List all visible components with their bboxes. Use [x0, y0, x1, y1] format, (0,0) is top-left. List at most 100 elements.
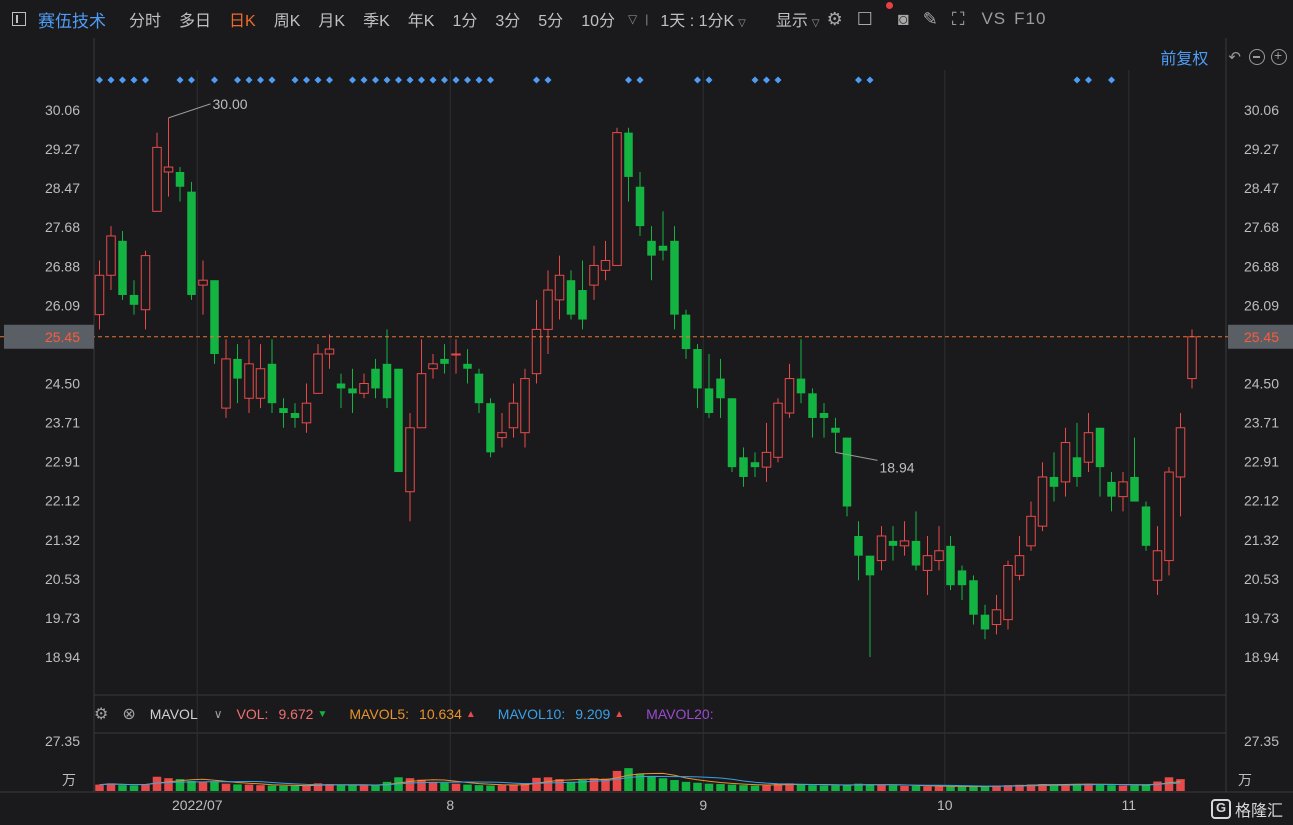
y-tick-label-right: 28.47 [1244, 180, 1279, 196]
candle-body [486, 403, 495, 453]
volume-axis-top-left: 27.35 [45, 733, 80, 749]
stock-name[interactable]: 赛伍技术 [38, 11, 106, 31]
y-tick-label-right: 30.06 [1244, 102, 1279, 118]
volume-bar [1153, 781, 1162, 791]
undo-icon[interactable]: ↶ [1228, 49, 1241, 66]
y-tick-label-right: 27.68 [1244, 219, 1279, 235]
x-tick-label: 9 [699, 797, 707, 813]
signal-marker [326, 76, 333, 84]
y-tick-label-left: 30.06 [45, 102, 80, 118]
volume-bar [877, 785, 886, 791]
signal-marker [866, 76, 874, 84]
signal-marker [441, 76, 448, 84]
y-tick-label-left: 29.27 [45, 141, 80, 157]
camera-icon[interactable]: ◙ [897, 8, 909, 29]
candle-body [255, 368, 266, 399]
zoom-out-icon[interactable] [1249, 49, 1265, 65]
signal-marker [211, 76, 218, 84]
adjust-select[interactable]: 前复权 [1160, 51, 1209, 68]
candle-body [819, 413, 829, 418]
candle-body [129, 294, 139, 305]
y-tick-label-right: 29.27 [1244, 141, 1279, 157]
ma5-dir: ▲ [465, 708, 476, 720]
zoom-in-icon[interactable] [1271, 47, 1287, 65]
tab-1min[interactable]: 1分 [452, 13, 478, 30]
pencil-icon[interactable]: ✎ [922, 8, 938, 29]
volume-bar [336, 785, 346, 791]
candle-body [1152, 550, 1163, 581]
fullscreen-icon[interactable]: ⛶ [951, 8, 965, 29]
sidebar-toggle-icon[interactable] [12, 12, 26, 26]
f10-button[interactable]: F10 [1014, 9, 1047, 28]
volume-bar [509, 784, 518, 791]
candle-body [589, 264, 599, 286]
period-select[interactable]: 1天 : 1分K ▽ [660, 13, 746, 30]
volume-bar [129, 785, 139, 791]
volume-bar [785, 783, 794, 791]
candle-body [140, 255, 151, 311]
candle-body [163, 166, 174, 173]
y-tick-label-right: 22.12 [1244, 493, 1279, 509]
tab-quarterly-k[interactable]: 季K [363, 13, 390, 30]
candle-body [693, 349, 702, 389]
tab-5min[interactable]: 5分 [538, 13, 564, 30]
y-tick-label-right: 20.53 [1244, 571, 1279, 587]
volume-bar [1049, 784, 1059, 791]
volume-bar [118, 785, 127, 791]
candle-body [336, 383, 346, 389]
candle-body [865, 555, 875, 576]
signal-marker [349, 76, 356, 84]
y-tick-label-left: 20.53 [45, 571, 80, 587]
low-annotation-line [835, 451, 878, 461]
volume-bar [152, 776, 162, 791]
tab-weekly-k[interactable]: 周K [273, 13, 301, 30]
candle-body [784, 378, 795, 414]
gear-icon[interactable]: ⚙ [826, 8, 843, 29]
tab-multiday[interactable]: 多日 [179, 13, 212, 30]
candle-body [1003, 565, 1013, 621]
volume-bar [727, 784, 737, 791]
tab-yearly-k[interactable]: 年K [407, 13, 435, 30]
logo-icon [1210, 799, 1231, 819]
volume-bar [440, 782, 449, 791]
tab-daily-k[interactable]: 日K [229, 13, 256, 30]
volume-bar [210, 781, 219, 791]
tab-intraday[interactable]: 分时 [129, 13, 162, 30]
close-icon[interactable]: ⊗ [122, 706, 136, 723]
vol-label: VOL: [236, 706, 269, 722]
candle-body [1095, 427, 1105, 468]
signal-marker [763, 76, 770, 84]
candle-body [922, 555, 933, 571]
x-tick-label: 10 [937, 797, 953, 813]
tab-10min[interactable]: 10分 [581, 13, 615, 30]
indicator-name[interactable]: MAVOL [149, 706, 198, 722]
volume-bar [980, 786, 990, 791]
chevron-down-icon[interactable]: ▽ [628, 12, 638, 26]
signal-marker [107, 76, 115, 84]
volume-bar [164, 778, 173, 791]
volume-bar [612, 770, 622, 791]
candle-body [382, 363, 392, 399]
candle-body [267, 363, 277, 404]
display-select[interactable]: 显示 ▽ [775, 13, 820, 30]
layout-icon[interactable]: ☐ [856, 8, 873, 29]
volume-bar [279, 785, 288, 791]
signal-marker [268, 76, 276, 84]
volume-bar [704, 783, 714, 791]
candle-body [531, 328, 542, 375]
tab-monthly-k[interactable]: 月K [318, 13, 346, 30]
tab-3min[interactable]: 3分 [495, 13, 521, 30]
candle-body [624, 132, 633, 177]
signal-marker [1073, 76, 1081, 84]
volume-bar [543, 777, 553, 791]
volume-indicator-bar: ⚙ ⊗ MAVOL ∨ VOL: 9.672 ▼ MAVOL5: 10.634 … [94, 702, 714, 726]
volume-bar [911, 785, 921, 791]
candle-body [405, 427, 415, 493]
high-annotation-label: 30.00 [213, 96, 248, 112]
volume-bar [681, 781, 691, 791]
gear-icon[interactable]: ⚙ [94, 706, 109, 723]
volume-ma-line [99, 772, 1181, 787]
candle-body [1118, 481, 1128, 498]
vs-button[interactable]: VS [981, 9, 1007, 28]
chevron-down-icon[interactable]: ∨ [213, 707, 223, 721]
